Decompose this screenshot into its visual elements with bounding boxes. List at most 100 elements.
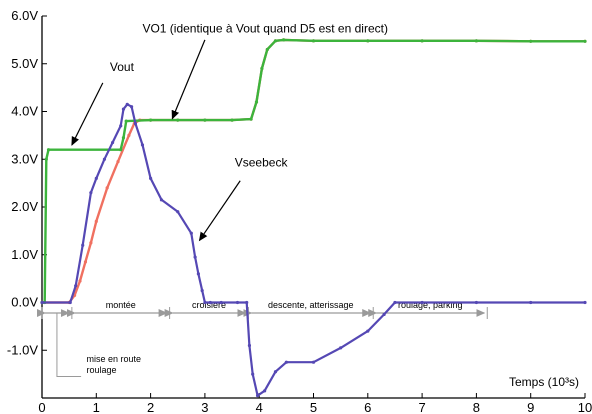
data-point [474, 300, 478, 305]
x-axis-label: Temps (10³s) [509, 375, 579, 389]
phase-label: roulage, parking [398, 300, 463, 310]
data-point [119, 124, 123, 128]
data-point [105, 186, 109, 190]
data-point [260, 66, 264, 71]
data-point [382, 312, 386, 317]
data-point [121, 107, 126, 111]
x-tick-label: 1 [93, 400, 100, 414]
data-point [366, 39, 370, 43]
annotation-arrow [71, 82, 104, 146]
annotation-vo1: VO1 (identique à Vout quand D5 est en di… [142, 22, 388, 36]
data-point [203, 300, 207, 305]
x-tick-label: 5 [310, 400, 317, 414]
data-point [420, 300, 424, 305]
data-point [119, 148, 123, 152]
data-point [265, 47, 269, 52]
phase-label: roulage [87, 365, 117, 375]
data-point [249, 117, 253, 121]
data-point [583, 300, 587, 305]
x-tick-label: 8 [473, 400, 480, 414]
y-tick-label: 0.0V [11, 295, 38, 310]
data-point [121, 136, 126, 140]
data-point [203, 118, 207, 122]
data-point [176, 210, 180, 214]
data-point [200, 288, 204, 293]
series-group [40, 38, 587, 398]
phase-leader [56, 313, 82, 378]
data-point [255, 394, 260, 398]
x-tick-label: 10 [578, 400, 592, 414]
data-point [127, 133, 131, 137]
data-point [189, 231, 193, 235]
data-point [208, 300, 212, 305]
data-point [110, 140, 115, 145]
x-tick-label: 2 [147, 400, 154, 414]
phase-label: montée [106, 300, 136, 310]
data-point [116, 160, 120, 164]
data-point [193, 255, 197, 259]
data-point [68, 300, 72, 305]
data-point [176, 118, 180, 122]
data-point [129, 105, 134, 109]
data-point [46, 148, 51, 152]
data-point [133, 121, 137, 126]
data-point [149, 118, 153, 122]
x-tick-labels: 0 1 2 3 4 5 6 7 8 9 10 [38, 393, 592, 414]
x-tick-label: 0 [38, 400, 45, 414]
data-point [124, 119, 128, 123]
data-point [235, 300, 240, 305]
data-point [311, 39, 316, 43]
x-tick-label: 7 [418, 400, 425, 414]
data-point [94, 219, 98, 223]
data-point [89, 241, 93, 245]
x-tick-label: 9 [527, 400, 534, 414]
data-point [102, 157, 107, 161]
data-point [529, 39, 533, 43]
data-point [196, 272, 200, 276]
series-line [42, 38, 585, 304]
data-point [254, 100, 259, 104]
phase-label: mise en route [87, 354, 142, 364]
y-tick-labels: 6.0V 5.0V 4.0V 3.0V 2.0V 1.0V 0.0V -1.0V [7, 8, 47, 357]
data-point [393, 300, 397, 305]
data-point [83, 260, 88, 264]
phase-label: descente, atterissage [268, 300, 354, 310]
x-tick-label: 4 [256, 400, 263, 414]
data-point [140, 143, 145, 147]
data-point [474, 39, 478, 43]
series-line [42, 38, 585, 304]
x-tick-label: 6 [364, 400, 371, 414]
data-point [273, 39, 278, 43]
data-point [74, 284, 78, 288]
annotation-vseebeck: Vseebeck [235, 155, 289, 169]
data-point [149, 176, 153, 180]
x-tick-label: 3 [201, 400, 208, 414]
data-point [282, 38, 286, 42]
data-point [251, 372, 255, 376]
data-point [366, 329, 370, 333]
data-point [219, 300, 223, 305]
data-point [284, 360, 288, 364]
y-tick-label: 3.0V [11, 151, 38, 166]
y-tick-label: 2.0V [11, 199, 38, 214]
y-tick-label: -1.0V [7, 342, 38, 357]
y-tick-label: 1.0V [11, 247, 38, 262]
data-point [245, 300, 249, 305]
data-point [89, 191, 93, 195]
data-point [230, 118, 234, 122]
data-point [529, 300, 533, 305]
data-point [81, 243, 85, 247]
data-point [247, 343, 252, 348]
data-point [339, 346, 343, 350]
y-tick-label: 4.0V [11, 104, 38, 119]
phase-label: croisière [192, 300, 226, 310]
data-point [78, 279, 82, 283]
data-point [583, 39, 587, 43]
data-point [94, 176, 98, 180]
y-tick-label: 5.0V [11, 56, 38, 71]
annotation-vout: Vout [110, 60, 135, 74]
data-point [273, 370, 278, 374]
data-point [420, 39, 424, 43]
